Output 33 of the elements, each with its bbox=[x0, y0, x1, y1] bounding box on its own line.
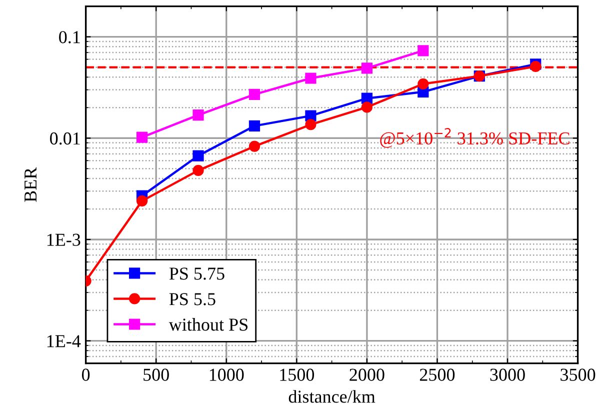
legend-label: PS 5.5 bbox=[169, 293, 216, 306]
y-tick-label: 0.1 bbox=[59, 31, 80, 44]
legend-label: PS 5.75 bbox=[169, 268, 224, 280]
point bbox=[361, 62, 372, 74]
x-axis-title: distance/km bbox=[288, 390, 376, 403]
y-axis-title: BER bbox=[24, 167, 36, 202]
point bbox=[418, 45, 429, 56]
point bbox=[361, 102, 372, 113]
point bbox=[192, 164, 204, 176]
x-tick-label: 3000 bbox=[490, 368, 525, 381]
y-tick-label: 0.01 bbox=[50, 132, 80, 145]
x-tick-label: 0 bbox=[82, 368, 90, 381]
x-tick-label: 3500 bbox=[560, 368, 596, 381]
legend-label: without PS bbox=[168, 318, 248, 331]
x-tick-label: 2500 bbox=[420, 368, 455, 381]
x-tick-label: 2000 bbox=[350, 368, 384, 381]
y-tick-label: 1E-3 bbox=[47, 234, 80, 246]
point bbox=[192, 109, 204, 121]
x-tick-label: 1500 bbox=[280, 368, 314, 381]
x-tick-label: 500 bbox=[144, 368, 169, 381]
y-tick-label: 1E-4 bbox=[47, 335, 81, 348]
point bbox=[136, 195, 148, 207]
point bbox=[305, 119, 316, 130]
point bbox=[192, 150, 204, 162]
ref-line-label: @5×10$^{−2}$ 31.3% SD-FEC bbox=[380, 128, 570, 148]
point bbox=[248, 88, 260, 100]
point bbox=[248, 140, 260, 152]
x-tick-label: 1000 bbox=[210, 368, 244, 381]
point bbox=[136, 132, 148, 143]
point bbox=[418, 78, 429, 90]
point bbox=[305, 110, 316, 122]
point bbox=[248, 120, 260, 132]
point bbox=[305, 72, 316, 84]
